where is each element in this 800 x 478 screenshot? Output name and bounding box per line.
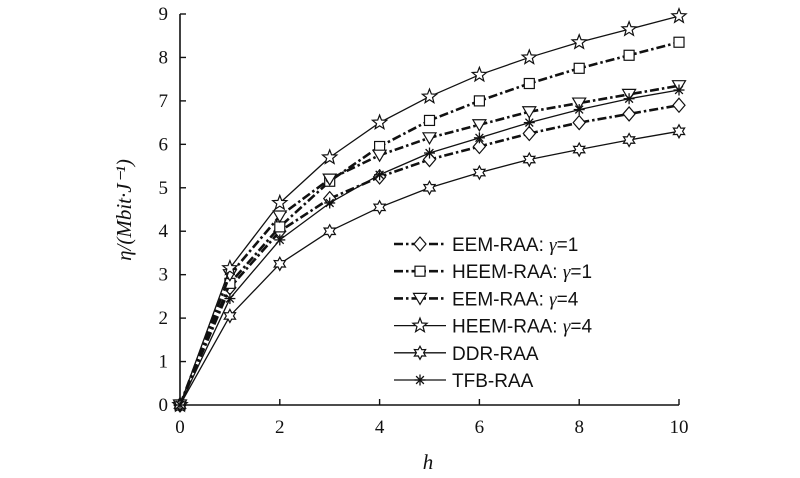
legend-item: DDR-RAA <box>394 344 539 365</box>
data-point <box>370 113 389 131</box>
legend-marker <box>411 316 429 334</box>
y-tick-label: 6 <box>159 134 169 155</box>
legend-label: TFB-RAA <box>452 371 534 392</box>
data-point <box>670 6 688 24</box>
legend-item: EEM-RAA: γ=4 <box>394 289 579 310</box>
data-point <box>471 119 487 132</box>
series-6 <box>174 84 685 411</box>
x-tick-label: 10 <box>670 417 689 438</box>
legend-item: EEM-RAA: γ=1 <box>394 235 578 256</box>
x-tick-label: 0 <box>175 417 185 438</box>
data-point <box>421 132 438 145</box>
x-tick-label: 4 <box>375 417 385 438</box>
data-point <box>320 148 339 165</box>
plot-frame <box>179 14 679 406</box>
y-tick-label: 8 <box>159 47 169 68</box>
legend-marker <box>414 374 426 386</box>
data-point <box>221 258 239 276</box>
legend-label: HEEM-RAA: γ=1 <box>452 262 592 283</box>
data-point <box>274 234 286 246</box>
data-point <box>623 49 635 61</box>
y-axis-ticks: 0 1 2 3 4 5 6 7 8 9 <box>159 4 186 416</box>
data-point <box>673 36 685 48</box>
data-point <box>372 149 388 163</box>
y-axis-label: η/(Mbit·J⁻¹) <box>112 159 136 261</box>
x-tick-label: 8 <box>574 417 584 438</box>
data-point <box>570 33 588 50</box>
data-point <box>274 221 286 233</box>
legend: EEM-RAA: γ=1 HEEM-RAA: γ=1 EEM-RAA: γ=4 HEE… <box>394 235 592 392</box>
series-5 <box>173 123 686 413</box>
data-point <box>473 132 485 144</box>
data-point <box>174 399 186 411</box>
data-point <box>420 87 439 104</box>
y-tick-label: 9 <box>159 4 169 25</box>
legend-label: DDR-RAA <box>452 344 539 365</box>
legend-item: HEEM-RAA: γ=4 <box>394 316 592 338</box>
series-3 <box>172 80 687 413</box>
series-line <box>179 130 680 406</box>
series-layer <box>171 6 688 413</box>
data-point <box>672 123 686 140</box>
legend-label: HEEM-RAA: γ=4 <box>452 317 592 338</box>
data-point <box>422 180 437 196</box>
legend-item: TFB-RAA <box>394 371 534 392</box>
data-point <box>423 114 436 127</box>
data-point <box>521 106 537 119</box>
data-point <box>622 132 636 148</box>
y-tick-label: 3 <box>159 265 169 286</box>
legend-marker <box>413 236 427 252</box>
data-point <box>573 62 585 74</box>
data-point <box>224 293 236 305</box>
legend-marker <box>414 265 426 277</box>
data-point <box>223 308 237 324</box>
data-point <box>673 84 685 96</box>
data-point <box>324 197 336 209</box>
data-point <box>472 164 487 181</box>
series-4 <box>171 6 688 413</box>
legend-marker <box>412 292 428 306</box>
data-point <box>522 151 537 168</box>
data-point <box>273 256 287 272</box>
data-point <box>374 169 386 181</box>
y-tick-label: 5 <box>159 178 169 199</box>
data-point <box>372 199 387 216</box>
legend-label: EEM-RAA: γ=1 <box>452 235 578 256</box>
data-point <box>472 138 487 155</box>
data-point <box>620 20 638 37</box>
data-point <box>623 93 635 105</box>
y-tick-label: 1 <box>159 352 169 373</box>
data-point <box>672 97 686 114</box>
x-tick-label: 2 <box>275 417 285 438</box>
data-point <box>271 193 289 211</box>
data-point <box>520 48 539 65</box>
y-tick-label: 2 <box>159 308 169 329</box>
data-point <box>573 104 585 116</box>
x-tick-label: 6 <box>475 417 485 438</box>
data-point <box>322 223 337 239</box>
series-line <box>179 15 680 406</box>
y-tick-label: 0 <box>159 395 169 416</box>
data-point <box>470 65 489 83</box>
y-tick-label: 4 <box>159 221 169 242</box>
legend-item: HEEM-RAA: γ=1 <box>394 262 592 283</box>
legend-label: EEM-RAA: γ=4 <box>452 289 579 310</box>
series-1 <box>173 97 686 413</box>
data-point <box>473 95 485 107</box>
data-point <box>522 125 537 142</box>
legend-marker <box>413 345 427 361</box>
data-point <box>523 77 535 90</box>
data-point <box>572 114 586 131</box>
data-point <box>571 97 587 111</box>
data-point <box>424 147 435 159</box>
data-point <box>322 173 338 187</box>
data-point <box>622 106 636 122</box>
data-point <box>572 141 586 158</box>
x-axis-label: h <box>423 450 434 474</box>
data-point <box>523 117 535 129</box>
y-tick-label: 7 <box>159 91 169 112</box>
data-point <box>272 210 288 224</box>
